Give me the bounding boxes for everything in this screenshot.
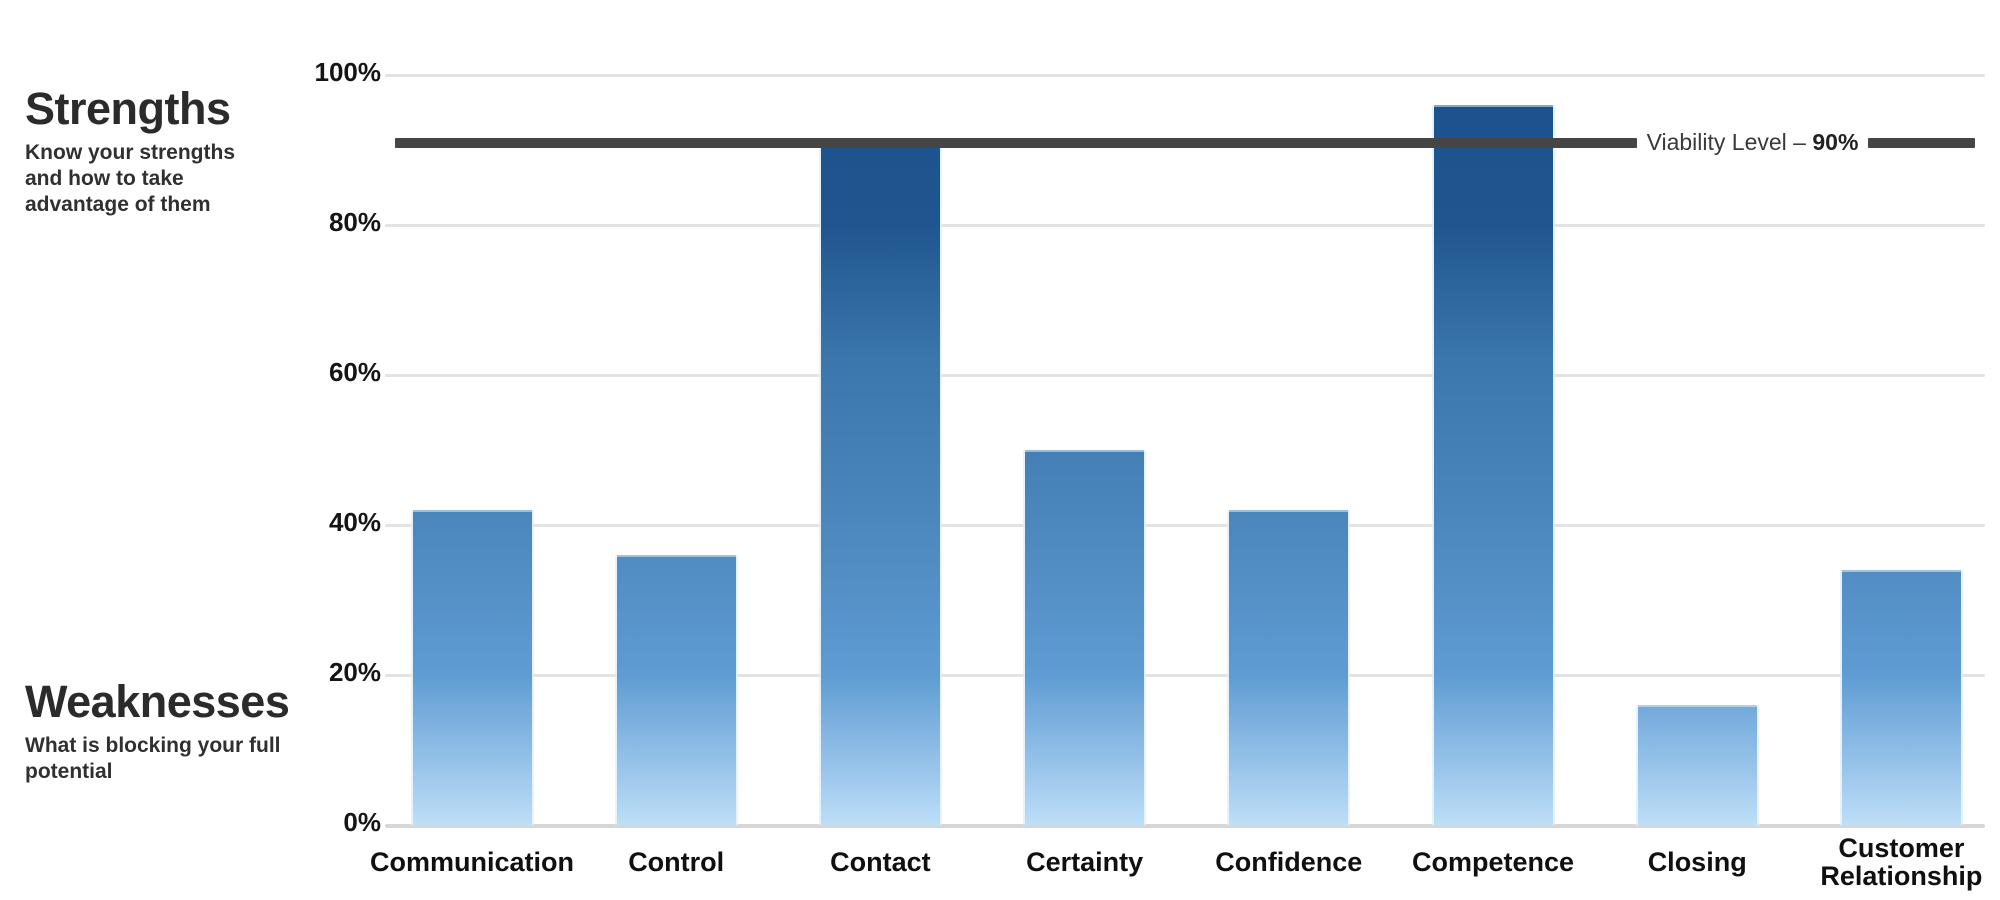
- y-axis-tick-label: 60%: [328, 357, 381, 388]
- x-axis-label-competence: Competence: [1411, 846, 1575, 877]
- y-axis-tick-label: 40%: [328, 507, 381, 538]
- gridline-20: [385, 673, 1985, 677]
- strengths-heading: Strengths: [25, 83, 231, 134]
- viability-reference-line: Viability Level – 90%: [395, 129, 1975, 155]
- viability-level-value: 90%: [1812, 129, 1859, 155]
- bar-competence: [1431, 105, 1555, 825]
- y-axis-tick-label: 100%: [314, 57, 382, 88]
- weaknesses-heading: Weaknesses: [25, 676, 290, 727]
- gridline-80: [385, 223, 1985, 227]
- y-axis-tick-label: 20%: [328, 657, 381, 688]
- x-axis-label-control: Control: [628, 846, 725, 877]
- bar-certainty: [1023, 450, 1147, 825]
- reference-line-segment-right: [1868, 137, 1975, 148]
- y-axis-tick-label: 80%: [328, 207, 381, 238]
- strengths-subtitle: Know your strengths and how to take adva…: [25, 141, 236, 216]
- gridline-60: [385, 373, 1985, 377]
- y-axis-tick-label: 0%: [343, 807, 381, 838]
- x-axis-label-communication: Communication: [369, 846, 574, 877]
- gridline-100: [385, 73, 1985, 77]
- x-axis-label-certainty: Certainty: [1026, 846, 1144, 877]
- x-axis-label-closing: Closing: [1647, 846, 1747, 877]
- bar-customer-relationship: [1839, 570, 1963, 825]
- x-axis-label-confidence: Confidence: [1215, 846, 1363, 877]
- x-axis-label-contact: Contact: [830, 846, 931, 877]
- bar-control: [614, 555, 738, 825]
- x-axis-label-customer-relationship: Customer Relationship: [1820, 832, 1983, 891]
- reference-line-segment-left: [395, 137, 1637, 148]
- bar-confidence: [1227, 510, 1351, 825]
- bar-contact: [818, 142, 942, 825]
- bar-closing: [1635, 705, 1759, 825]
- viability-level-label: Viability Level – 90%: [1646, 129, 1859, 155]
- bar-communication: [410, 510, 534, 825]
- weaknesses-subtitle: What is blocking your full potential: [25, 734, 281, 783]
- gridline-0: [385, 823, 1985, 828]
- gridline-40: [385, 523, 1985, 527]
- bar-chart-plot-area: 100% 80% 60% 40% 20% 0% Viability Level – 90%…: [315, 57, 1985, 890]
